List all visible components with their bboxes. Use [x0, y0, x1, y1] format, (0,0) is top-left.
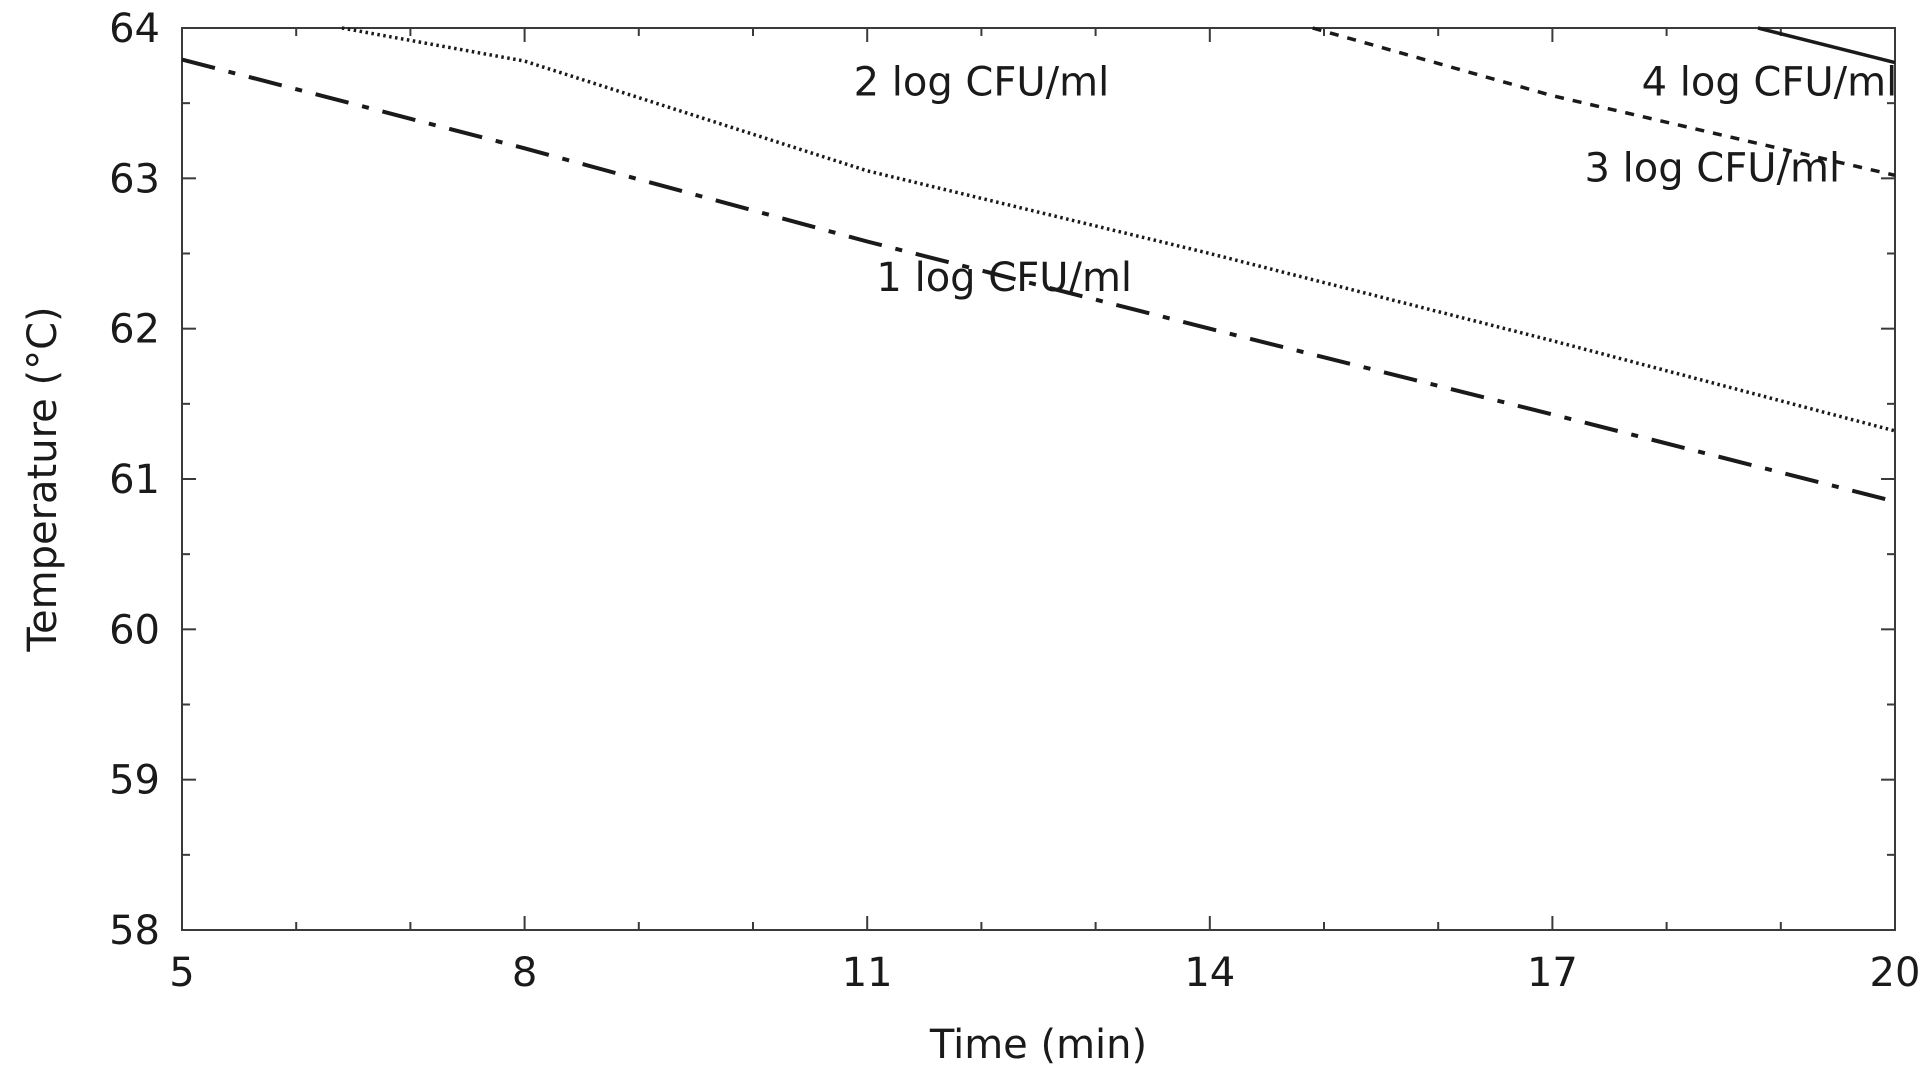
series-line-2	[341, 26, 1896, 433]
y-tick-label: 59	[109, 758, 160, 804]
series-label-4: 4 log CFU/ml	[1642, 60, 1898, 106]
x-tick-label: 17	[1527, 950, 1578, 996]
series-line-1	[181, 57, 1896, 504]
x-tick-label: 5	[169, 950, 194, 996]
y-tick-label: 61	[109, 457, 160, 503]
x-tick-label: 20	[1870, 950, 1921, 996]
y-tick-label: 58	[109, 908, 160, 954]
x-tick-label: 14	[1184, 950, 1235, 996]
y-tick-label: 63	[109, 156, 160, 202]
y-tick-label: 62	[109, 307, 160, 353]
series-label-3: 3 log CFU/ml	[1584, 145, 1840, 191]
x-tick-label: 8	[512, 950, 537, 996]
series-lines	[181, 26, 1896, 504]
series-label-2: 2 log CFU/ml	[854, 60, 1110, 106]
y-tick-label: 60	[109, 607, 160, 653]
x-tick-label: 11	[842, 950, 893, 996]
x-axis-title: Time (min)	[929, 1022, 1147, 1068]
series-line-4	[1757, 26, 1896, 65]
series-labels: 1 log CFU/ml 2 log CFU/ml 3 log CFU/ml 4 lo…	[854, 60, 1898, 301]
y-axis-title: Temperature (°C)	[20, 306, 66, 652]
y-tick-label: 64	[109, 6, 160, 52]
series-label-1: 1 log CFU/ml	[876, 255, 1132, 301]
